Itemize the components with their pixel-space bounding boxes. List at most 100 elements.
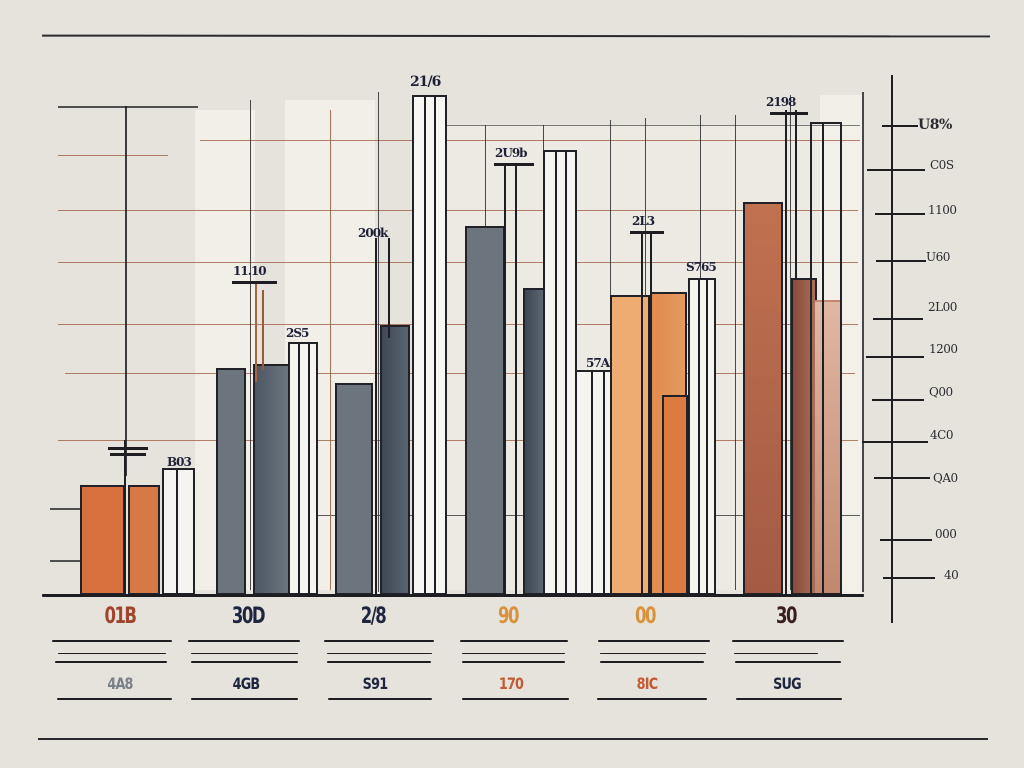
bar-stem: [785, 110, 787, 595]
label-underline: [328, 698, 432, 700]
bar-inner-line: [176, 470, 178, 593]
label-underline: [462, 653, 565, 654]
bar-inner-line: [822, 124, 824, 593]
y-tick-label: 1200: [929, 342, 958, 356]
sub-label: SUG: [773, 674, 802, 693]
gridline: [50, 508, 80, 510]
bar-inner-line: [298, 344, 300, 593]
category-label: 2/8: [360, 604, 387, 629]
bar-group-4-primary[interactable]: [610, 295, 650, 595]
y-tick-label: Q00: [929, 385, 953, 399]
label-underline: [732, 640, 844, 642]
bar-group-5-tertiary[interactable]: [815, 300, 840, 595]
label-underline: [600, 653, 706, 654]
label-underline: [58, 653, 166, 654]
category-label: 30D: [231, 604, 266, 629]
bar-stem: [124, 440, 126, 595]
gridline: [58, 106, 198, 108]
value-label: S765: [686, 260, 717, 274]
value-label: 2198: [766, 95, 796, 109]
bar-stem: [650, 232, 652, 595]
label-underline: [191, 661, 298, 663]
sub-label: S91: [362, 674, 388, 693]
bar-group-1-primary[interactable]: [216, 368, 246, 595]
bar-inner-line: [308, 344, 310, 593]
label-underline: [327, 661, 431, 663]
y-tick-label: 1100: [928, 203, 957, 217]
label-underline: [460, 640, 568, 642]
gridline-vertical: [378, 92, 379, 592]
bar-stem: [375, 238, 377, 595]
bar-group-0-outline[interactable]: [162, 468, 195, 595]
category-label: 90: [498, 604, 519, 629]
value-label: 11.10: [233, 264, 267, 278]
bar-stem: [255, 282, 257, 382]
label-underline: [736, 698, 842, 700]
sub-label: 4GB: [232, 674, 261, 693]
bar-group-5-outline[interactable]: [810, 122, 842, 595]
y-tick-label: 4C0: [930, 428, 953, 442]
label-underline: [462, 698, 569, 700]
gridline: [58, 262, 858, 263]
label-underline: [52, 640, 172, 642]
bar-group-5-primary[interactable]: [743, 202, 783, 595]
y-tick-label: U60: [926, 250, 950, 264]
label-underline: [57, 698, 172, 700]
y-tick: [874, 477, 930, 479]
bar-inner-line: [591, 372, 593, 593]
bar-group-2-secondary[interactable]: [380, 325, 410, 595]
label-underline: [600, 661, 704, 663]
gridline: [58, 440, 858, 441]
label-underline: [324, 640, 434, 642]
bar-inner-line: [555, 152, 557, 593]
bar-inner-line: [706, 280, 708, 593]
error-cap: [110, 453, 146, 456]
bar-stem: [504, 163, 506, 595]
x-axis-line: [42, 594, 864, 597]
bar-group-4-lower[interactable]: [662, 395, 688, 595]
y-tick: [876, 260, 926, 262]
y-tick: [875, 213, 925, 215]
label-underline: [598, 640, 710, 642]
gridline-vertical: [125, 106, 127, 476]
value-label: 2L3: [632, 214, 655, 228]
top-border-line: [41, 34, 991, 38]
bar-group-3-outline[interactable]: [543, 150, 577, 595]
bar-inner-line: [603, 372, 605, 593]
value-label: 21/6: [410, 74, 441, 90]
label-underline: [188, 640, 300, 642]
value-label: 2S5: [286, 326, 309, 340]
bar-group-2-primary[interactable]: [335, 383, 373, 595]
gridline: [50, 560, 80, 562]
y-tick-label: QA0: [933, 471, 958, 485]
gridline-vertical: [330, 110, 331, 590]
y-tick-label: 2L00: [928, 300, 957, 314]
y-tick-label: C0S: [930, 158, 954, 172]
gridline: [58, 210, 858, 211]
y-tick-label: 40: [944, 568, 959, 582]
y-axis-right-line: [891, 75, 893, 623]
bar-group-2-outline[interactable]: [412, 95, 447, 595]
gridline-vertical: [735, 115, 736, 590]
sub-label: 4A8: [107, 674, 133, 693]
y-tick: [872, 399, 924, 401]
gridline: [58, 324, 858, 325]
bar-group-1-outline[interactable]: [288, 342, 318, 595]
label-underline: [327, 653, 432, 654]
y-tick: [880, 539, 932, 541]
bar-stem: [641, 232, 643, 595]
bar-group-0-primary[interactable]: [80, 485, 125, 595]
bar-group-1-secondary[interactable]: [253, 364, 291, 595]
sub-label: 170: [498, 674, 524, 693]
bar-group-3-primary[interactable]: [465, 226, 505, 595]
label-underline: [734, 653, 818, 654]
label-underline: [597, 698, 707, 700]
bar-group-0-secondary[interactable]: [128, 485, 160, 595]
value-label: 2U9b: [495, 146, 528, 160]
gridline: [58, 155, 168, 156]
bar-group-4-outline[interactable]: [688, 278, 716, 595]
gridline: [65, 373, 855, 374]
sub-label: 8IC: [636, 674, 658, 693]
error-cap: [108, 447, 148, 450]
bottom-border-line: [38, 738, 988, 740]
